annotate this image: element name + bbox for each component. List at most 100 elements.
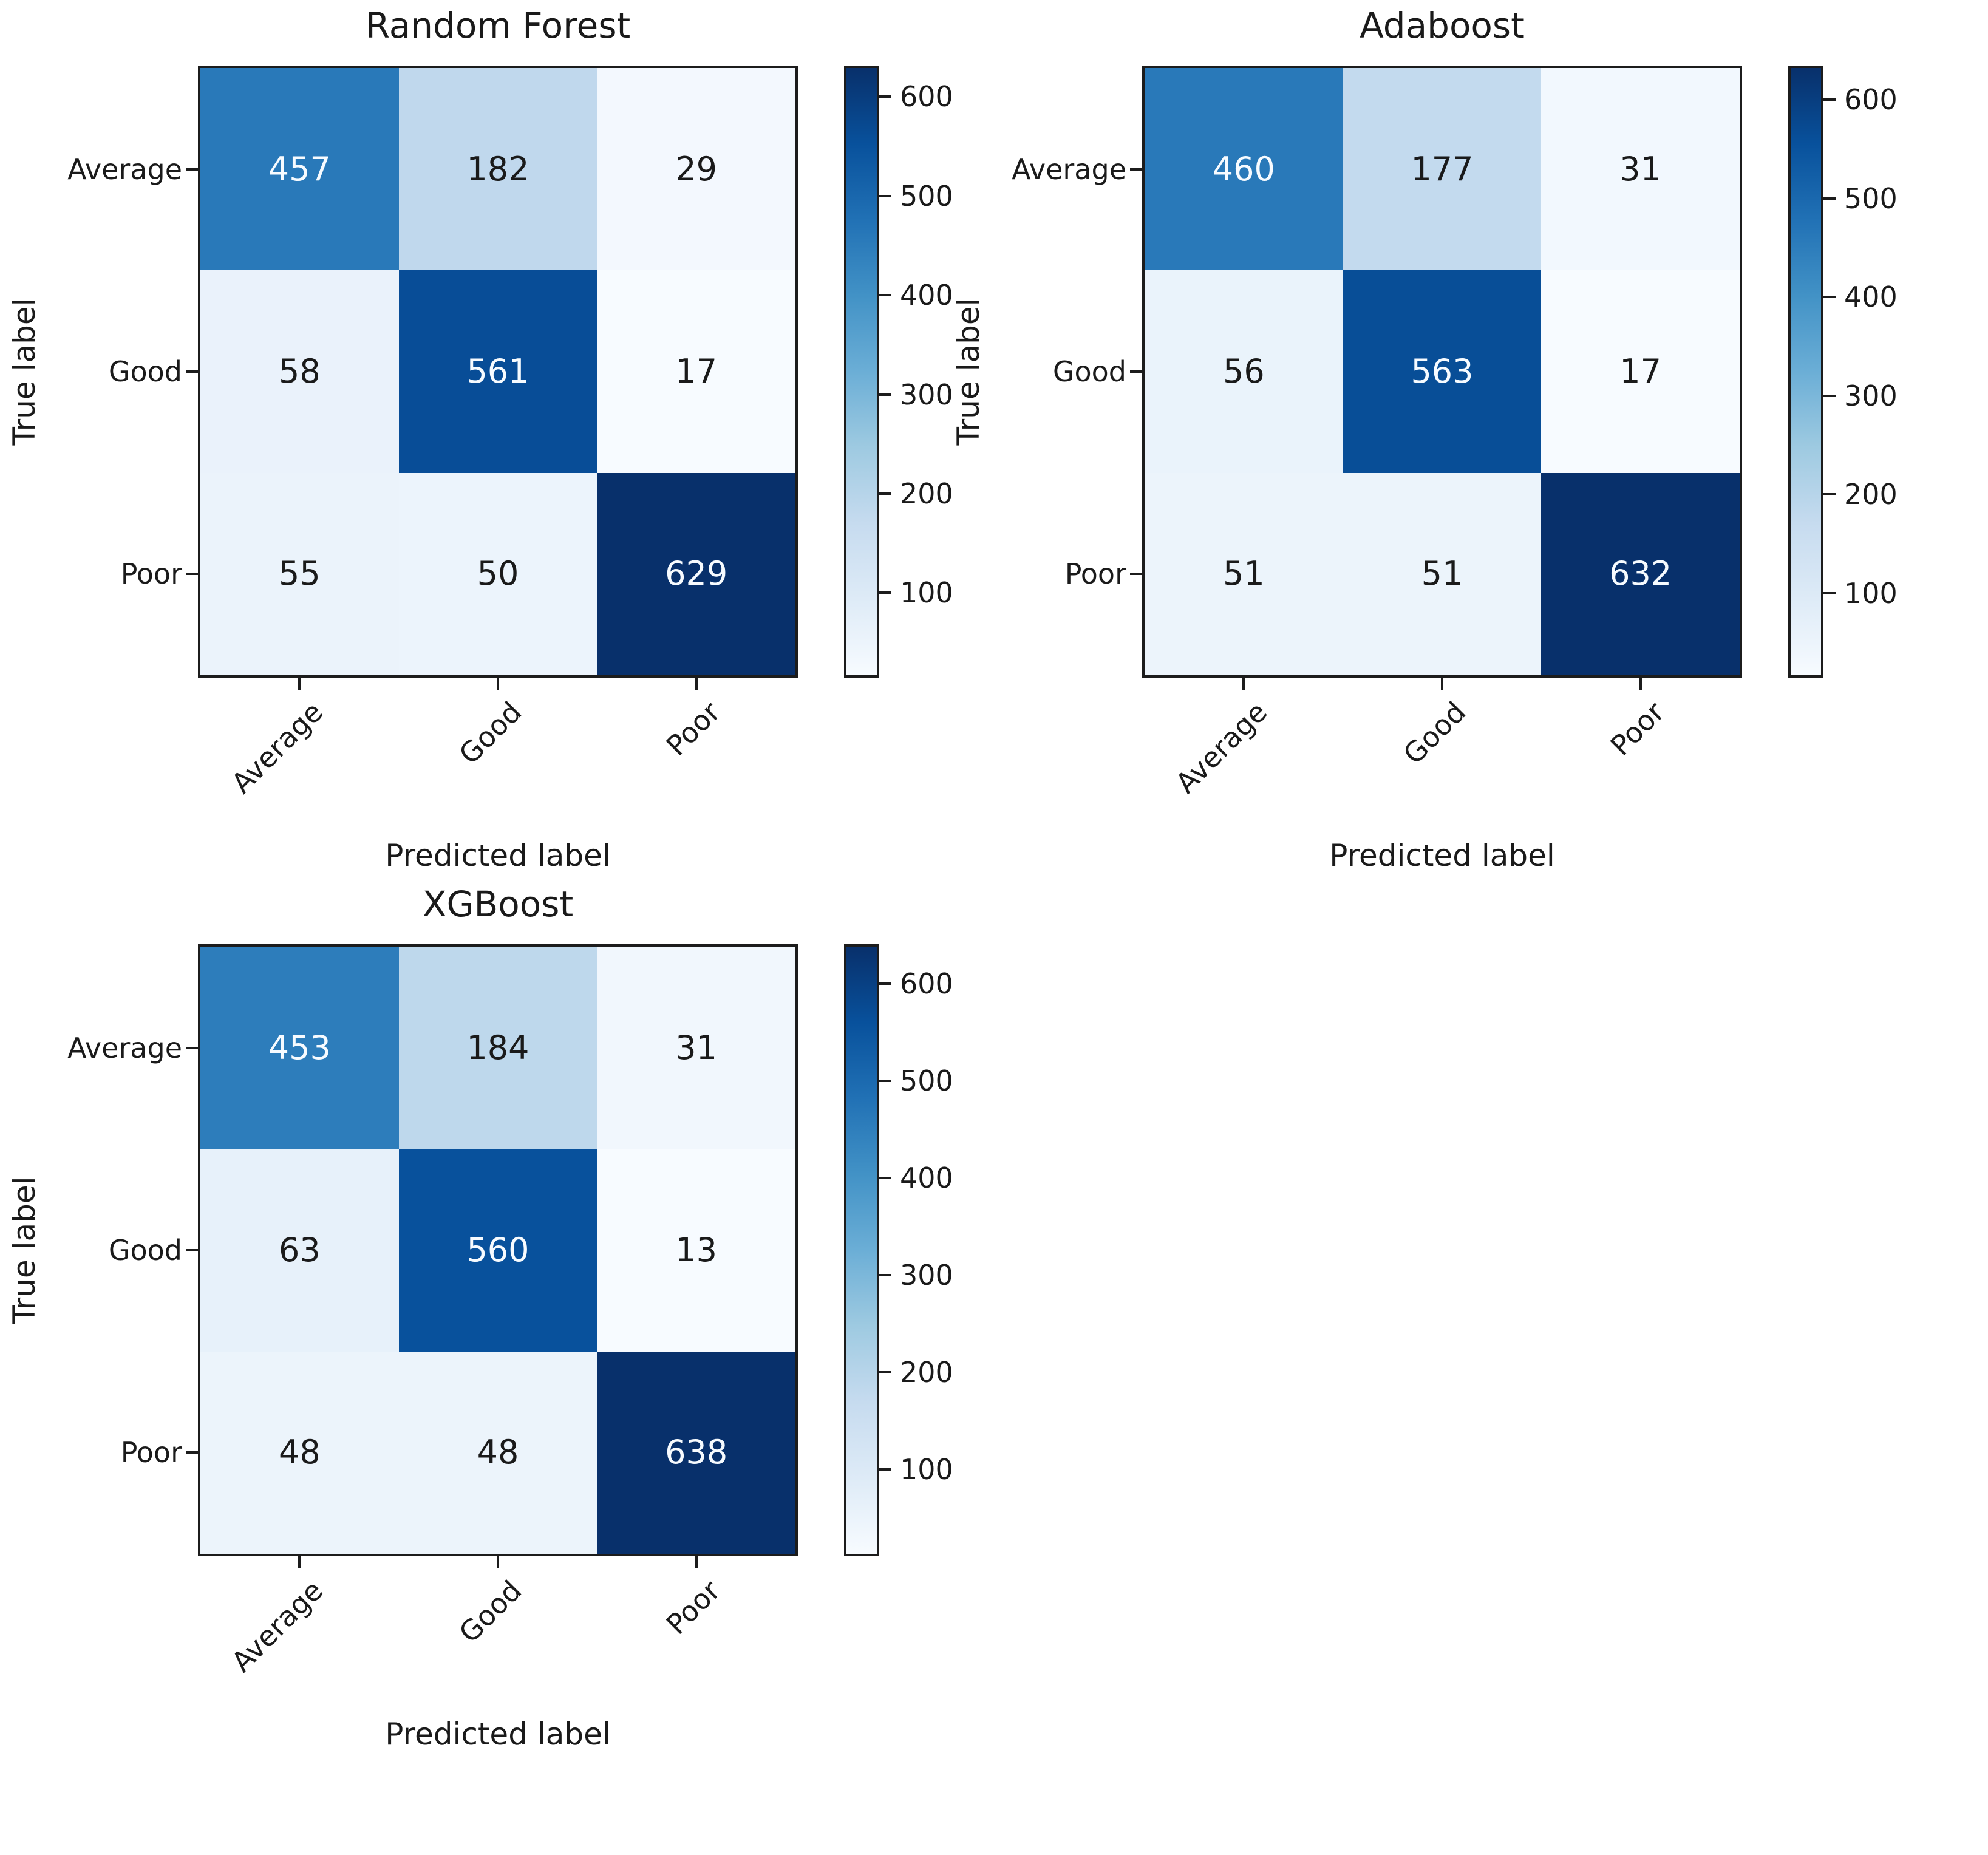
x-tick-mark	[1242, 678, 1245, 690]
y-axis-label: True label	[7, 1176, 42, 1324]
colorbar-tick-label: 200	[900, 1355, 953, 1389]
cell-value: 31	[675, 1028, 718, 1067]
cell-value: 51	[1222, 554, 1265, 593]
cell-value: 56	[1222, 352, 1265, 390]
y-tick-mark	[1130, 370, 1142, 373]
cell-value: 638	[665, 1433, 728, 1472]
colorbar-tick-mark	[879, 194, 891, 197]
y-tick-label: Average	[67, 1031, 182, 1064]
heatmap-cell: 58	[200, 270, 399, 473]
colorbar-tick-label: 500	[900, 1064, 953, 1097]
heatmap-cell: 63	[200, 1149, 399, 1352]
heatmap-cell: 13	[597, 1149, 795, 1352]
colorbar-tick-label: 100	[1844, 577, 1898, 610]
cell-value: 31	[1619, 149, 1662, 188]
heatmap-cell: 457	[200, 68, 399, 271]
heatmap-cell: 51	[1145, 472, 1343, 675]
x-tick-mark	[695, 1556, 698, 1568]
x-axis-label: Predicted label	[1329, 838, 1555, 873]
colorbar	[844, 944, 879, 1556]
y-tick-label: Poor	[120, 1436, 182, 1469]
y-tick-label: Poor	[120, 557, 182, 591]
heatmap-cell: 31	[597, 947, 795, 1149]
colorbar-tick-mark	[879, 1273, 891, 1276]
colorbar-tick-label: 600	[900, 967, 953, 1000]
x-tick-mark	[497, 1556, 499, 1568]
colorbar-tick-label: 200	[900, 477, 953, 510]
chart-title: Adaboost	[1360, 5, 1525, 46]
cell-value: 629	[665, 554, 728, 593]
colorbar-tick-mark	[879, 591, 891, 594]
colorbar-tick-mark	[879, 95, 891, 98]
heatmap-cell: 632	[1541, 472, 1740, 675]
heatmap-cell: 55	[200, 472, 399, 675]
y-axis-label: True label	[7, 298, 42, 446]
x-tick-mark	[1441, 678, 1443, 690]
cell-value: 29	[675, 149, 718, 188]
heatmap-cell: 17	[597, 270, 795, 473]
cell-value: 13	[675, 1230, 718, 1269]
heatmap-cell: 453	[200, 947, 399, 1149]
y-tick-mark	[186, 1451, 198, 1454]
colorbar-tick-mark	[879, 982, 891, 985]
y-tick-label: Good	[108, 1234, 182, 1267]
colorbar-tick-label: 300	[900, 378, 953, 411]
colorbar-tick-mark	[879, 1079, 891, 1082]
y-tick-label: Average	[1012, 152, 1126, 186]
heatmap-cell: 560	[398, 1149, 597, 1352]
cell-value: 48	[278, 1433, 321, 1472]
heatmap-axes: 457 182 29 58 561 17 55 50 629	[198, 66, 798, 678]
heatmap-axes: 460 177 31 56 563 17 51 51 632	[1142, 66, 1742, 678]
colorbar-tick-mark	[879, 294, 891, 297]
heatmap-cell: 31	[1541, 68, 1740, 271]
cell-value: 48	[477, 1433, 519, 1472]
y-axis-label: True label	[951, 298, 986, 446]
y-tick-label: Good	[1052, 355, 1126, 388]
colorbar-tick-label: 400	[900, 279, 953, 312]
heatmap-cell: 629	[597, 472, 795, 675]
x-tick-mark	[497, 678, 499, 690]
colorbar-tick-mark	[1823, 592, 1836, 595]
cell-value: 560	[466, 1230, 529, 1269]
colorbar-tick-mark	[1823, 98, 1836, 101]
cell-value: 457	[268, 149, 331, 188]
cell-value: 63	[278, 1230, 321, 1269]
heatmap-cell: 184	[398, 947, 597, 1149]
cell-value: 177	[1411, 149, 1474, 188]
heatmap-cell: 460	[1145, 68, 1343, 271]
colorbar-tick-label: 600	[900, 80, 953, 114]
y-tick-mark	[186, 168, 198, 171]
heatmap-cell: 48	[398, 1351, 597, 1554]
y-tick-mark	[186, 1046, 198, 1049]
y-tick-label: Average	[67, 152, 182, 186]
cell-value: 561	[466, 352, 529, 390]
colorbar-tick-mark	[1823, 493, 1836, 496]
colorbar-tick-label: 500	[1844, 182, 1898, 215]
y-tick-mark	[186, 370, 198, 373]
colorbar-tick-label: 300	[900, 1258, 953, 1292]
heatmap-cell: 177	[1343, 68, 1542, 271]
colorbar-tick-label: 100	[900, 576, 953, 610]
confusion-matrix-figure: Random Forest 457 182 29 58 561 17 55 50 629 Avera…	[7, 5, 1898, 1752]
y-tick-mark	[186, 573, 198, 576]
colorbar-tick-mark	[879, 492, 891, 495]
chart-title: XGBoost	[422, 883, 574, 925]
heatmap-cell: 56	[1145, 270, 1343, 473]
cell-value: 51	[1421, 554, 1463, 593]
y-tick-mark	[1130, 168, 1142, 171]
colorbar-tick-mark	[879, 393, 891, 396]
heatmap-axes: 453 184 31 63 560 13 48 48 638	[198, 944, 798, 1556]
colorbar-tick-label: 400	[1844, 281, 1898, 314]
heatmap-cell: 638	[597, 1351, 795, 1554]
cell-value: 55	[278, 554, 321, 593]
colorbar-tick-label: 500	[900, 179, 953, 213]
colorbar-tick-mark	[879, 1468, 891, 1471]
colorbar-tick-label: 100	[900, 1452, 953, 1486]
chart-title: Random Forest	[365, 5, 631, 46]
x-tick-mark	[298, 678, 301, 690]
cell-value: 50	[477, 554, 519, 593]
heatmap-cell: 51	[1343, 472, 1542, 675]
heatmap-cell: 561	[398, 270, 597, 473]
colorbar-tick-label: 200	[1844, 478, 1898, 511]
colorbar-tick-mark	[1823, 296, 1836, 299]
